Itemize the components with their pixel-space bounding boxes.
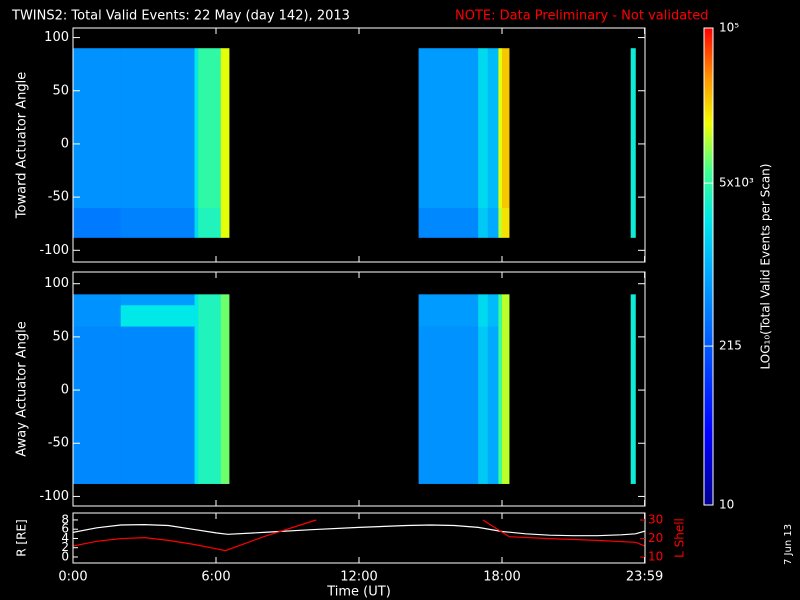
colorbar-tick-label: 215 — [719, 339, 742, 353]
y2-axis-label: L Shell — [673, 518, 687, 558]
heatmap-cell — [194, 326, 199, 484]
x-tick-label: 6:00 — [201, 570, 230, 585]
y2-tick-label: 10 — [648, 550, 663, 564]
colorbar-tick-label: 10⁵ — [719, 21, 739, 35]
heatmap-cell — [418, 294, 479, 306]
y2-tick-label: 30 — [648, 513, 663, 527]
heatmap-cell — [73, 48, 121, 209]
plot-frame — [72, 512, 646, 564]
x-tick-label: 0:00 — [58, 570, 87, 585]
heatmap-cell — [120, 304, 195, 327]
heatmap-cell — [120, 294, 195, 306]
heatmap-cell — [418, 48, 479, 209]
y-tick-label: 100 — [44, 276, 69, 291]
heatmap-cell — [73, 294, 121, 306]
heatmap-cell — [630, 48, 636, 209]
y2-tick-label: 20 — [648, 531, 663, 545]
heatmap-cell — [498, 207, 503, 238]
note: NOTE: Data Preliminary - Not validated — [455, 9, 709, 24]
heatmap-cell — [498, 48, 503, 209]
heatmap-cell — [478, 207, 488, 238]
y-tick-label: 2 — [61, 540, 69, 554]
heatmap-cell — [487, 207, 499, 238]
line-plot — [73, 519, 645, 552]
heatmap-cell — [487, 304, 499, 327]
y-tick-label: -100 — [39, 243, 69, 258]
date-stamp: 7 Jun 13 — [783, 524, 794, 565]
heatmap-cell — [498, 326, 503, 484]
heatmap-cell — [502, 294, 510, 306]
heatmap-cell — [630, 304, 636, 327]
colorbar-tick-label: 5x10³ — [719, 176, 754, 190]
series-line — [73, 523, 645, 537]
y-tick-label: 50 — [52, 83, 69, 98]
x-tick-label: 23:59 — [626, 570, 663, 585]
y-tick-label: 4 — [61, 531, 69, 545]
x-tick-label: 12:00 — [340, 570, 377, 585]
y-tick-label: 100 — [44, 30, 69, 45]
heatmap-cell — [73, 207, 121, 238]
y-tick-label: -50 — [48, 436, 69, 451]
heatmap-cell — [198, 326, 222, 484]
heatmap-cell — [502, 48, 510, 209]
y-tick-label: -50 — [48, 190, 69, 205]
heatmap-cell — [194, 207, 199, 238]
x-tick-label: 18:00 — [483, 570, 520, 585]
heatmap-cell — [502, 207, 510, 238]
y-axis-label: Toward Actuator Angle — [15, 72, 30, 219]
heatmap-cell — [73, 326, 121, 484]
y-tick-label: 50 — [52, 329, 69, 344]
colorbar — [703, 27, 714, 506]
heatmap-cell — [194, 294, 199, 306]
heatmap-cell — [220, 326, 230, 484]
heatmap-cell — [418, 304, 479, 327]
y-tick-label: -100 — [39, 489, 69, 504]
heatmap-cell — [478, 48, 488, 209]
heatmap-cell — [498, 294, 503, 306]
heatmap-cell — [220, 294, 230, 306]
heatmap-cell — [198, 207, 222, 238]
heatmap-cell — [418, 326, 479, 484]
heatmap-cell — [478, 294, 488, 306]
heatmap-cell — [487, 326, 499, 484]
heatmap-cell — [220, 304, 230, 327]
y-tick-label: 6 — [61, 522, 69, 536]
heatmap-cell — [220, 207, 230, 238]
heatmap-cell — [630, 326, 636, 484]
heatmap-cell — [478, 304, 488, 327]
x-axis-label: Time (UT) — [326, 585, 391, 600]
title: TWINS2: Total Valid Events: 22 May (day … — [11, 9, 350, 24]
heatmap-cell — [198, 304, 222, 327]
colorbar-title: LOG₁₀(Total Valid Events per Scan) — [759, 164, 773, 370]
heatmap-cell — [502, 326, 510, 484]
heatmap-cell — [487, 48, 499, 209]
heatmap-cell — [498, 304, 503, 327]
y-axis-label: R [RE] — [15, 519, 29, 556]
heatmap-cell — [194, 48, 199, 209]
y-tick-label: 0 — [61, 383, 69, 398]
heatmap-cell — [630, 294, 636, 306]
heatmap-cell — [198, 294, 222, 306]
heatmap-cell — [194, 304, 199, 327]
y-axis-label: Away Actuator Angle — [15, 321, 30, 456]
heatmap-cell — [487, 294, 499, 306]
heatmap-cell — [220, 48, 230, 209]
heatmap-cell — [502, 304, 510, 327]
heatmap-cell — [418, 207, 479, 238]
heatmap-cell — [120, 207, 195, 238]
colorbar-tick-label: 10 — [719, 498, 734, 512]
series-line — [73, 519, 645, 552]
y-tick-label: 0 — [61, 136, 69, 151]
y-tick-label: 0 — [61, 549, 69, 563]
heatmap-cell — [198, 48, 222, 209]
heatmap-cell — [73, 304, 121, 327]
heatmap-cell — [478, 326, 488, 484]
heatmap-cell — [120, 326, 195, 484]
heatmap-cell — [120, 48, 195, 209]
y-tick-label: 8 — [61, 512, 69, 526]
heatmap-cell — [630, 207, 636, 238]
